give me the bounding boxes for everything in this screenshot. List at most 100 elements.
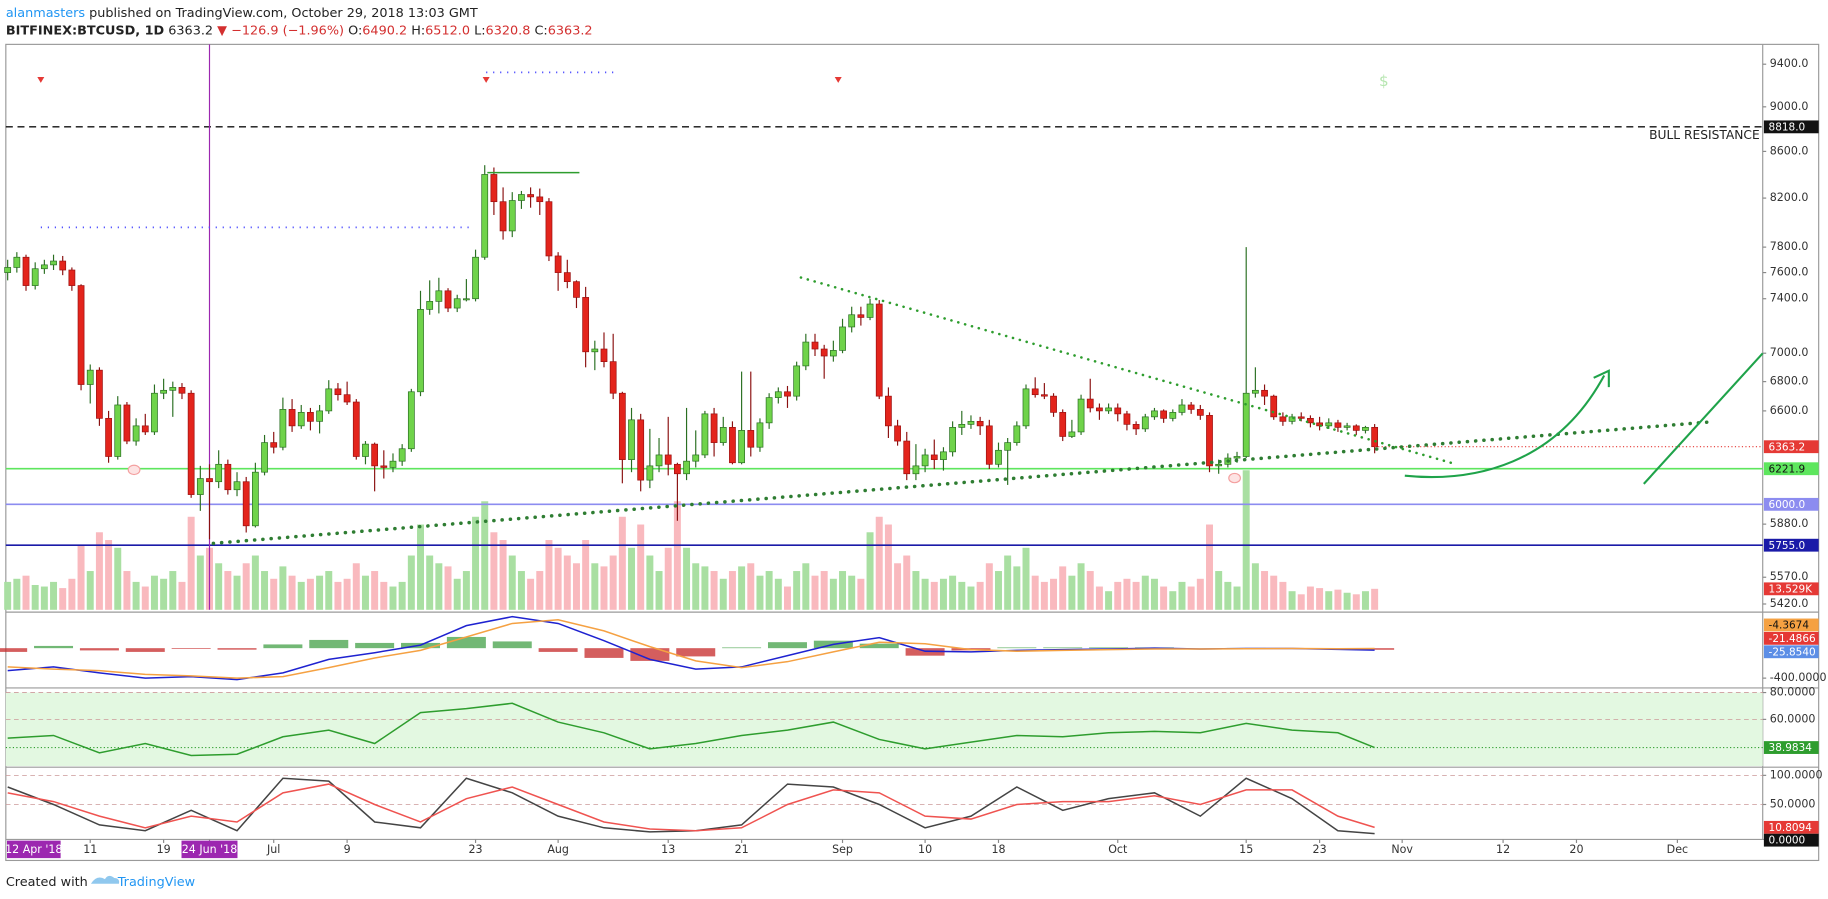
axis-badge-label: 6000.0 [1769,499,1806,511]
candle-body [591,348,599,353]
candle-body [1086,398,1094,409]
volume-bar [389,586,397,610]
volume-bar [572,563,580,610]
volume-bar [1022,547,1030,610]
x-tick-label: 15 [1239,843,1253,856]
candle-body [1334,422,1342,428]
volume-bar [995,571,1002,610]
axis-badge-label: -21.4866 [1769,633,1816,645]
volume-bar [1178,581,1186,610]
macd-histogram [676,648,716,657]
candle-body [811,341,819,350]
y-tick-label: 9400.0 [1770,57,1809,70]
volume-bar [343,578,351,610]
stoch-line [7,783,1375,832]
volume-bar [793,571,801,610]
brand[interactable]: TradingView [117,875,195,890]
brand-logo [90,875,120,884]
l-key: L: [474,23,485,38]
volume-bar [1150,578,1158,610]
volume-bar [1224,581,1232,610]
volume-bar [857,578,865,610]
symbol: BITFINEX:BTCUSD, 1D [6,23,164,38]
y-tick-label: 7000.0 [1770,346,1809,359]
volume-bar [517,571,525,610]
axis-badge [1763,833,1819,847]
x-tick-label: 12 [1496,843,1510,856]
candle-body [940,451,947,460]
candle-body [123,404,131,442]
volume-bar [472,516,480,610]
volume-bar [13,578,21,610]
volume-bar [1371,588,1379,610]
candle-body [334,388,342,396]
candle-body [50,260,57,266]
candle-body [481,174,489,258]
author[interactable]: alanmasters [6,5,86,20]
axis-badge [1763,538,1819,552]
candle-body [444,290,452,309]
volume-bar [802,563,810,610]
candle-body [738,430,745,464]
stoch-line [7,777,1375,835]
volume-bar [930,581,938,610]
candle-body [857,314,865,318]
candle-body [1151,410,1158,418]
rsi-line [7,702,1375,757]
candle-body [1297,416,1305,419]
rsi-band [5,692,1763,767]
candle-body [362,443,369,457]
candle-body [1343,425,1351,428]
volume-bar [77,544,85,610]
volume-bar [224,571,232,610]
volume-bar [829,578,837,610]
volume-bar [187,516,195,610]
curved-arrow [1404,374,1606,479]
volume-bar [242,563,250,610]
rising-trendline [211,420,1710,546]
candle-body [985,425,993,465]
axis-badge [1763,631,1819,645]
volume-bar [1251,563,1259,610]
volume-bar [371,571,379,610]
volume-bar [985,563,993,610]
candle-body [976,420,984,427]
candle-body [747,430,755,448]
candle-body [554,255,562,273]
volume-bar [68,578,76,610]
volume-bar [563,555,571,610]
volume-badge [1763,582,1819,596]
volume-bar [545,540,553,610]
volume-bar [1206,524,1213,610]
x-tick-label: Sep [832,843,853,856]
axis-badge [1763,618,1819,632]
candle-body [1132,424,1140,430]
candle-body [206,478,213,483]
volume-bar [1352,594,1360,610]
candle-body [784,391,791,397]
x-tick-label: 23 [469,843,483,856]
volume-bar [490,532,498,610]
volume-bar [719,578,727,610]
candle-body [1371,426,1379,448]
volume-bar [508,555,516,610]
candle-body [683,460,690,475]
candle-body [417,309,424,393]
volume-bar [499,540,507,610]
volume-bar [591,563,599,610]
volume-bar [426,555,434,610]
volume-bar [31,584,39,610]
candle-body [325,388,333,412]
axis-badge-label: 38.9834 [1769,742,1813,754]
axis-badge [1763,497,1819,511]
macd-histogram [584,648,624,658]
macd-histogram [1043,647,1083,649]
candle-body [1013,425,1021,443]
volume-bar [1169,591,1177,610]
volume-bar [976,581,984,610]
candle-body [307,412,314,422]
candle-body [710,413,718,443]
volume-bar [270,578,278,610]
volume-bar [949,575,957,610]
candle-body [995,449,1002,465]
